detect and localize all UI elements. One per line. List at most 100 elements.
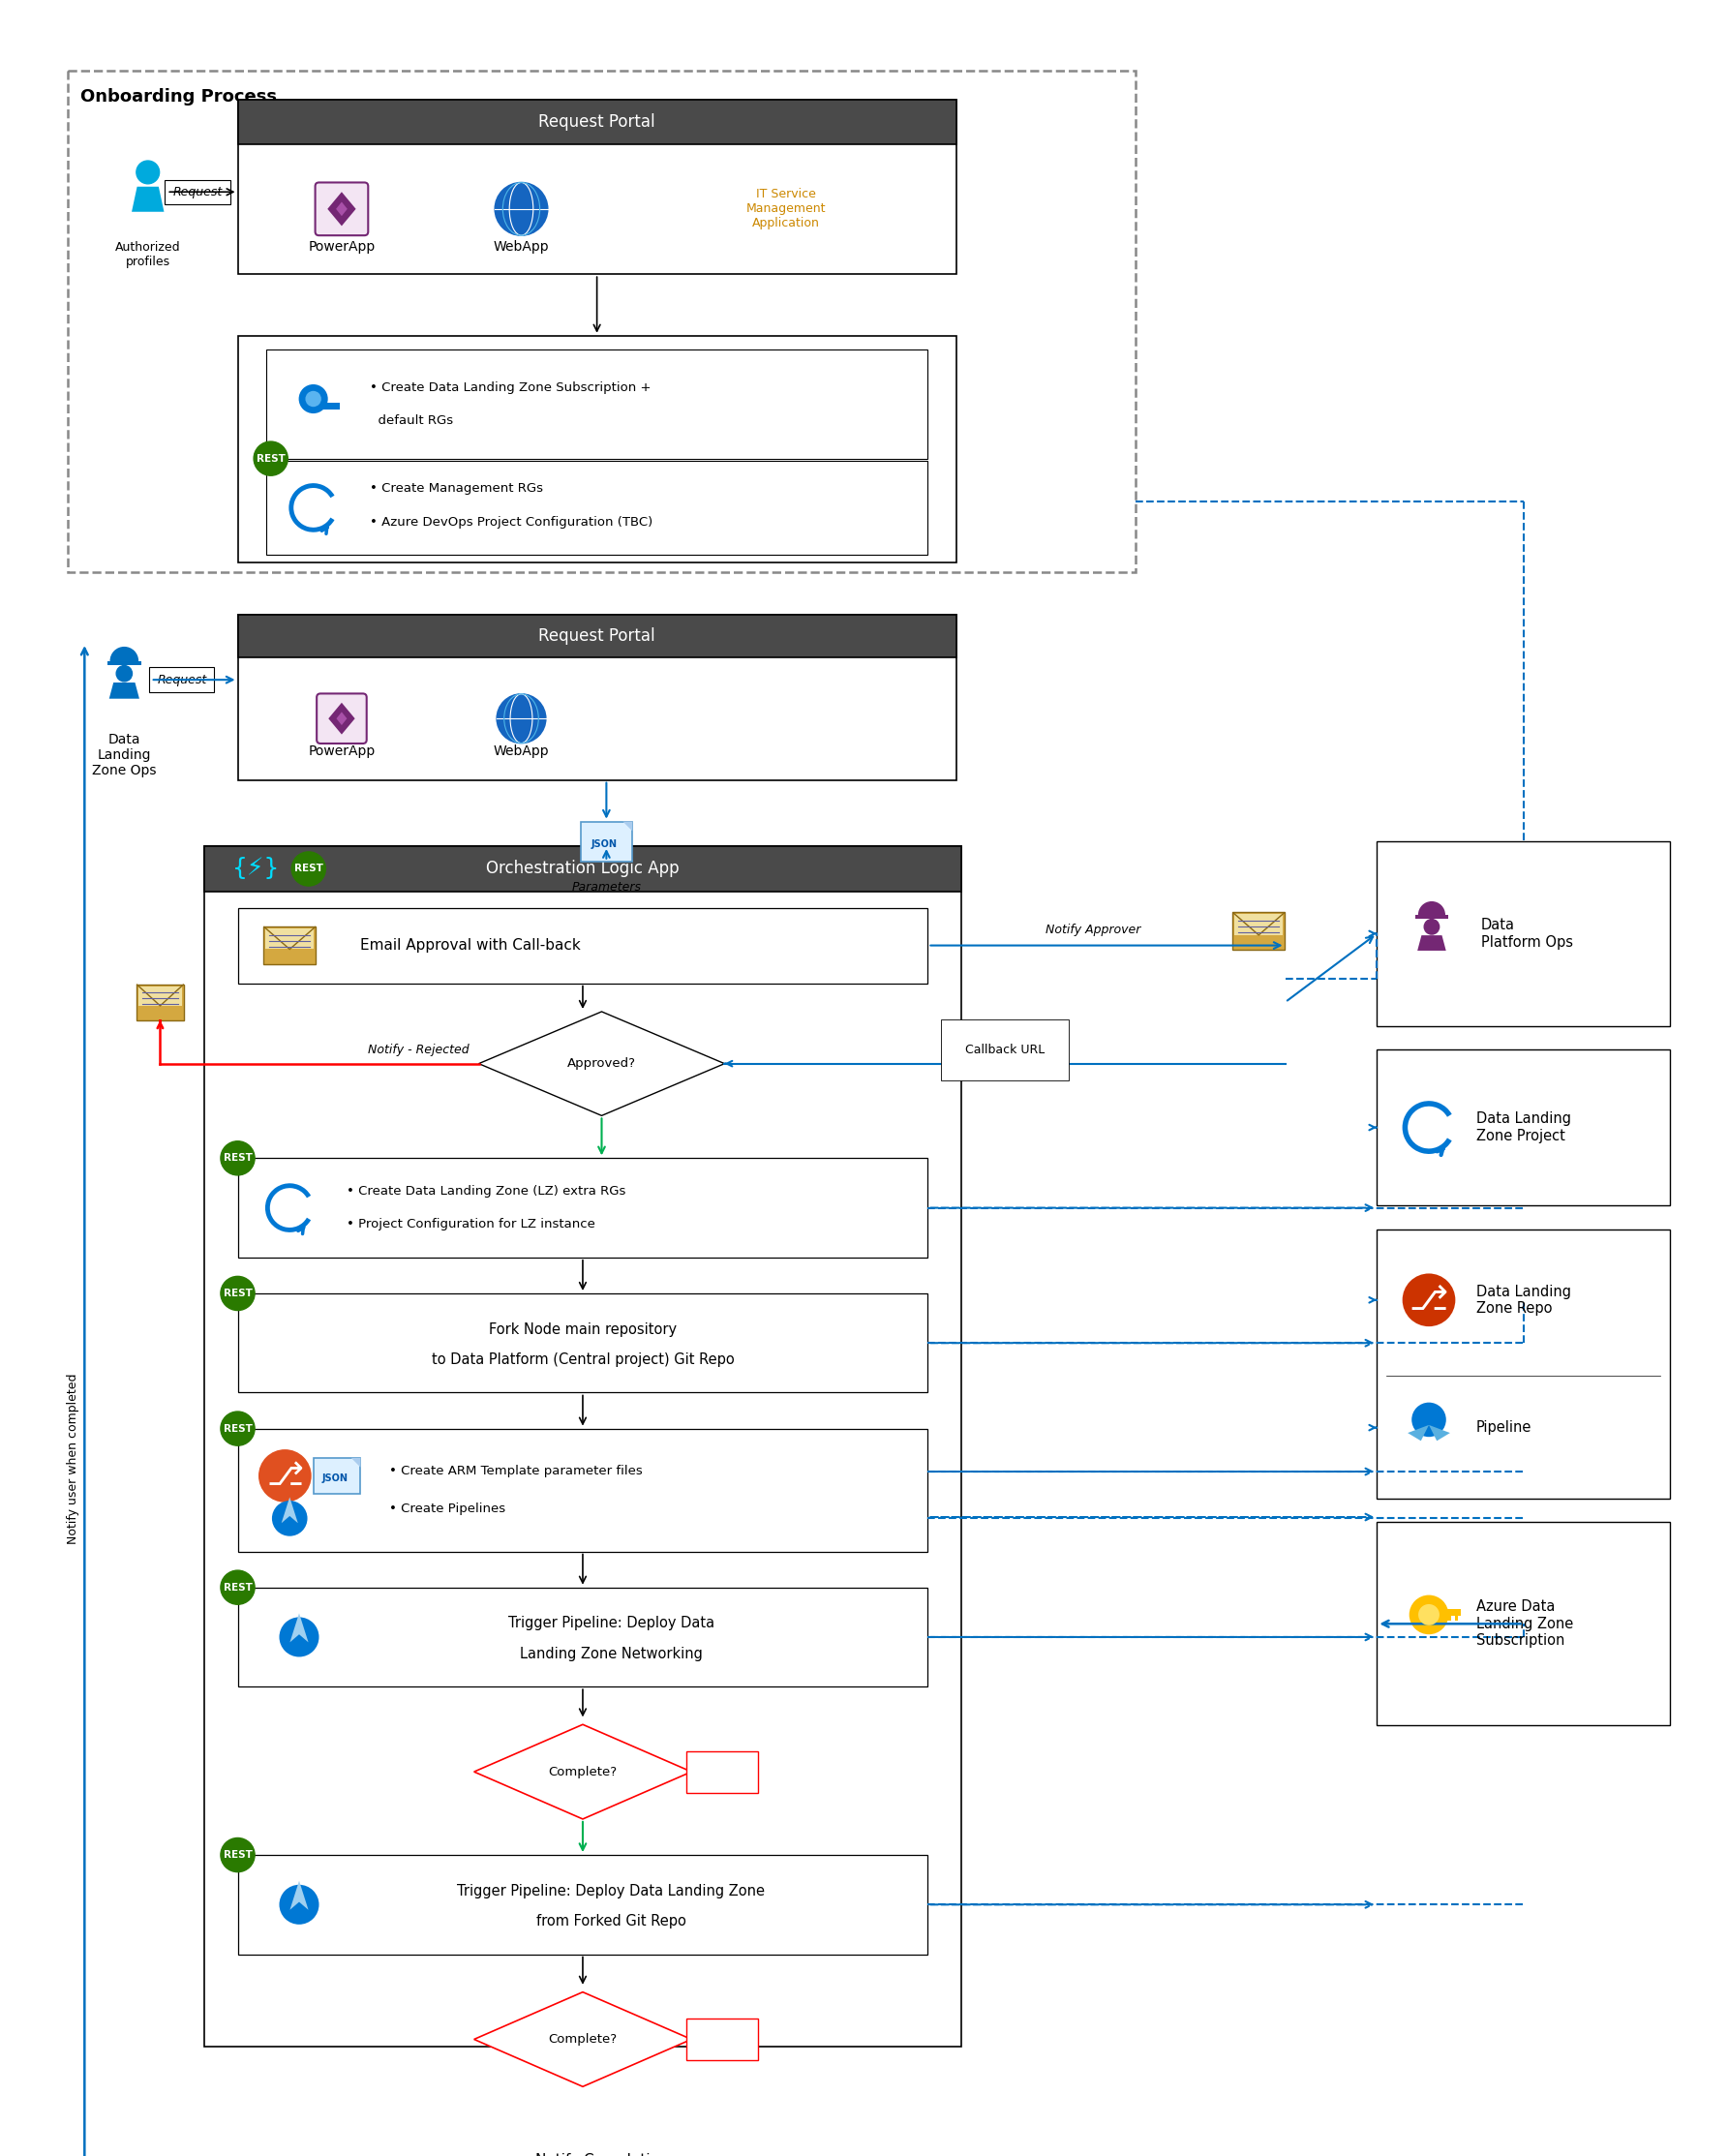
FancyBboxPatch shape: [581, 821, 632, 860]
Text: Data
Platform Ops: Data Platform Ops: [1481, 918, 1572, 949]
Polygon shape: [1417, 936, 1446, 951]
Text: Approved?: Approved?: [567, 1056, 636, 1069]
Bar: [238, 336, 956, 563]
Circle shape: [137, 162, 159, 183]
Circle shape: [280, 1884, 320, 1925]
Circle shape: [496, 694, 546, 744]
Circle shape: [259, 1449, 311, 1503]
Text: Notify Completion: Notify Completion: [536, 2154, 669, 2156]
Text: Pipeline: Pipeline: [1476, 1421, 1531, 1436]
Bar: [240, 2141, 292, 2156]
Bar: [1446, 1615, 1450, 1621]
Polygon shape: [622, 821, 632, 830]
Circle shape: [1412, 1401, 1446, 1436]
Text: Request Portal: Request Portal: [539, 627, 655, 645]
Bar: [686, 2018, 757, 2061]
Polygon shape: [337, 711, 347, 724]
Polygon shape: [328, 192, 356, 226]
Circle shape: [1424, 918, 1439, 934]
Text: from Forked Git Repo: from Forked Git Repo: [536, 1915, 686, 1927]
Bar: [1234, 914, 1282, 936]
Bar: [1377, 1050, 1669, 1205]
Circle shape: [221, 1412, 254, 1445]
Circle shape: [271, 1501, 308, 1535]
Text: • Create Management RGs: • Create Management RGs: [370, 483, 543, 496]
Circle shape: [1419, 1604, 1439, 1626]
Text: REST: REST: [223, 1583, 252, 1593]
Bar: [313, 403, 340, 410]
Circle shape: [306, 390, 321, 407]
Text: Complete?: Complete?: [548, 2033, 617, 2046]
Text: JSON: JSON: [321, 1475, 347, 1483]
Bar: [266, 461, 928, 554]
Bar: [238, 1294, 928, 1393]
Text: ⎇: ⎇: [266, 1460, 304, 1492]
Polygon shape: [473, 1725, 691, 1820]
Bar: [1377, 1229, 1669, 1498]
Text: Orchestration Logic App: Orchestration Logic App: [486, 860, 679, 877]
Text: {⚡}: {⚡}: [233, 858, 280, 880]
Polygon shape: [328, 703, 354, 735]
Bar: [67, 71, 1135, 571]
Polygon shape: [351, 1457, 361, 1468]
Polygon shape: [473, 1992, 691, 2087]
FancyBboxPatch shape: [316, 694, 366, 744]
Text: Callback URL: Callback URL: [964, 1044, 1045, 1056]
Bar: [107, 662, 142, 666]
Text: Azure Data
Landing Zone
Subscription: Azure Data Landing Zone Subscription: [1476, 1600, 1572, 1647]
Text: Request Portal: Request Portal: [539, 114, 655, 132]
Bar: [238, 1429, 928, 1552]
Bar: [266, 929, 314, 949]
Wedge shape: [111, 647, 138, 662]
Bar: [238, 1158, 928, 1257]
Text: Fork Node main repository: Fork Node main repository: [489, 1322, 677, 1337]
Text: REST: REST: [223, 1423, 252, 1434]
Circle shape: [292, 852, 325, 886]
Text: • Create Data Landing Zone Subscription +: • Create Data Landing Zone Subscription …: [370, 382, 651, 395]
Bar: [264, 927, 316, 964]
Circle shape: [221, 1837, 254, 1871]
Circle shape: [1403, 1274, 1455, 1326]
Bar: [686, 1751, 757, 1792]
Bar: [1415, 914, 1448, 918]
Text: Landing Zone Networking: Landing Zone Networking: [520, 1647, 703, 1660]
Bar: [1377, 1522, 1669, 1725]
Polygon shape: [282, 1496, 297, 1522]
Text: PowerApp: PowerApp: [308, 744, 375, 759]
Text: Data Landing
Zone Project: Data Landing Zone Project: [1476, 1112, 1571, 1143]
Bar: [238, 614, 956, 658]
Circle shape: [299, 384, 328, 414]
FancyBboxPatch shape: [314, 183, 368, 235]
Circle shape: [280, 1617, 320, 1658]
Polygon shape: [479, 1011, 724, 1115]
Text: Request: Request: [173, 185, 223, 198]
Bar: [1436, 1608, 1460, 1615]
Text: Trigger Pipeline: Deploy Data Landing Zone: Trigger Pipeline: Deploy Data Landing Zo…: [458, 1884, 766, 1897]
Bar: [238, 1587, 928, 1686]
Bar: [204, 845, 961, 893]
Polygon shape: [290, 1613, 308, 1643]
Text: REST: REST: [223, 1289, 252, 1298]
Circle shape: [221, 1141, 254, 1175]
Circle shape: [221, 1276, 254, 1311]
Text: IT Service
Management
Application: IT Service Management Application: [746, 188, 826, 231]
Text: Notify Approver: Notify Approver: [1045, 923, 1140, 936]
Polygon shape: [335, 203, 347, 216]
Text: REST: REST: [256, 453, 285, 464]
Text: Parameters: Parameters: [572, 882, 641, 895]
Text: Notify - Rejected: Notify - Rejected: [368, 1044, 470, 1056]
Circle shape: [221, 1570, 254, 1604]
Text: Notify user when completed: Notify user when completed: [67, 1373, 79, 1544]
Bar: [238, 99, 956, 274]
Bar: [1232, 912, 1284, 951]
FancyBboxPatch shape: [149, 668, 214, 692]
Text: Complete?: Complete?: [548, 1766, 617, 1779]
Text: Email Approval with Call-back: Email Approval with Call-back: [361, 938, 581, 953]
Text: Trigger Pipeline: Deploy Data: Trigger Pipeline: Deploy Data: [508, 1617, 714, 1630]
Text: JSON: JSON: [591, 839, 617, 849]
Bar: [204, 845, 961, 2046]
Polygon shape: [109, 683, 140, 699]
Circle shape: [1410, 1595, 1448, 1634]
Circle shape: [494, 183, 548, 235]
Text: • Create Pipelines: • Create Pipelines: [389, 1503, 505, 1516]
